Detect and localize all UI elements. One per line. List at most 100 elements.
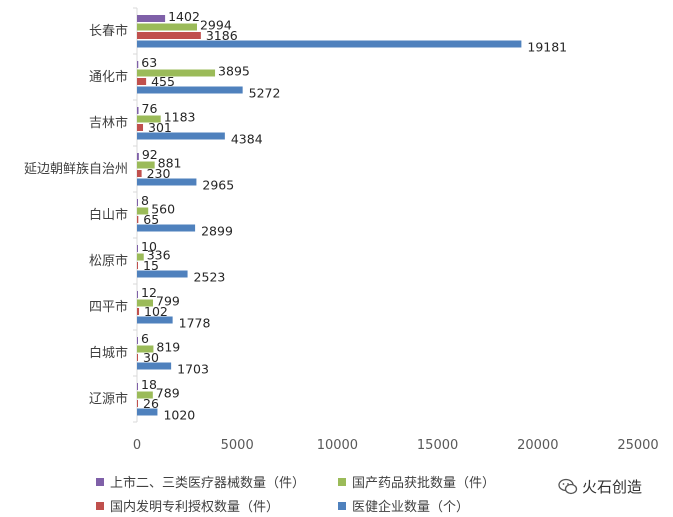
- x-tick-label: 25000: [617, 438, 658, 453]
- category-label: 辽源市: [89, 391, 128, 407]
- bar: [137, 262, 138, 269]
- data-label: 19181: [527, 40, 567, 55]
- bar: [137, 362, 172, 370]
- category-label: 白城市: [89, 345, 128, 361]
- bar: [137, 115, 161, 123]
- bar: [137, 107, 139, 114]
- legend-swatch-enterprises: [338, 501, 346, 510]
- legend-item-medical-devices: 上市二、三类医疗器械数量（件）: [96, 472, 305, 491]
- data-label: 560: [151, 202, 175, 217]
- bar: [137, 78, 147, 85]
- chart-legend: 上市二、三类医疗器械数量（件） 国产药品获批数量（件） 国内发明专利授权数量（件…: [96, 470, 556, 516]
- bar: [137, 316, 173, 324]
- x-tick-label: 5000: [221, 438, 254, 453]
- bar: [137, 400, 138, 407]
- x-tick-label: 10000: [317, 438, 358, 453]
- data-label: 26: [143, 396, 159, 411]
- data-label: 301: [148, 120, 172, 135]
- data-label: 4384: [231, 132, 263, 147]
- data-label: 8: [141, 193, 149, 208]
- category-label: 吉林市: [89, 115, 128, 131]
- bar: [137, 124, 144, 131]
- data-label: 230: [147, 166, 171, 181]
- wechat-icon: [558, 478, 578, 494]
- bar: [137, 61, 139, 68]
- bar: [137, 178, 197, 186]
- data-label: 789: [156, 386, 180, 401]
- category-label: 白山市: [89, 207, 128, 223]
- data-label: 2965: [202, 178, 234, 193]
- bar: [137, 337, 138, 344]
- data-label: 1778: [179, 316, 211, 331]
- bar: [137, 354, 138, 361]
- legend-label-enterprises: 医健企业数量（个）: [352, 500, 470, 515]
- data-label: 455: [151, 74, 175, 89]
- bar: [137, 132, 225, 140]
- data-label: 92: [142, 147, 158, 162]
- bar: [137, 291, 138, 298]
- legend-swatch-patents: [96, 501, 104, 510]
- watermark: 火石创造: [558, 476, 642, 497]
- data-label: 63: [141, 55, 157, 70]
- legend-label-patents: 国内发明专利授权数量（件）: [110, 500, 280, 515]
- bar: [137, 32, 201, 39]
- bar: [137, 224, 196, 232]
- legend-swatch-medical-devices: [96, 477, 104, 486]
- data-label: 3186: [206, 28, 238, 43]
- data-label: 18: [141, 377, 157, 392]
- bar: [137, 40, 522, 48]
- legend-item-enterprises: 医健企业数量（个）: [338, 496, 469, 515]
- data-label: 6: [141, 331, 149, 346]
- legend-item-patents: 国内发明专利授权数量（件）: [96, 496, 279, 515]
- data-label: 2994: [200, 18, 232, 33]
- data-label: 1020: [163, 408, 195, 423]
- bar: [137, 170, 142, 177]
- data-label: 799: [156, 294, 180, 309]
- data-label: 1402: [168, 9, 200, 24]
- bar: [137, 408, 158, 416]
- category-label: 延边朝鲜族自治州: [24, 161, 128, 177]
- data-label: 1703: [177, 362, 209, 377]
- watermark-text: 火石创造: [582, 478, 643, 496]
- data-label: 5272: [249, 86, 281, 101]
- legend-swatch-drug-approvals: [338, 477, 346, 486]
- bar: [137, 15, 166, 22]
- data-label: 3895: [218, 64, 250, 79]
- data-label: 336: [147, 248, 171, 263]
- data-label: 76: [142, 101, 158, 116]
- x-tick-label: 20000: [517, 438, 558, 453]
- bar: [137, 69, 216, 77]
- legend-item-drug-approvals: 国产药品获批数量（件）: [338, 472, 495, 491]
- data-label: 102: [144, 304, 168, 319]
- bar: [137, 270, 188, 278]
- data-label: 881: [158, 156, 182, 171]
- category-label: 长春市: [89, 23, 128, 39]
- legend-label-medical-devices: 上市二、三类医疗器械数量（件）: [110, 476, 306, 491]
- data-label: 10: [141, 239, 157, 254]
- bar: [137, 308, 140, 315]
- bar: [137, 199, 138, 206]
- data-label: 15: [143, 258, 159, 273]
- data-label: 30: [143, 350, 159, 365]
- legend-label-drug-approvals: 国产药品获批数量（件）: [352, 476, 496, 491]
- category-label: 四平市: [89, 299, 128, 315]
- bar: [137, 216, 139, 223]
- bar: [137, 161, 155, 169]
- x-tick-label: 15000: [417, 438, 458, 453]
- bar: [137, 253, 144, 261]
- bar: [137, 345, 154, 353]
- bar: [137, 207, 149, 215]
- bar: [137, 299, 154, 307]
- data-label: 65: [143, 212, 159, 227]
- bar: [137, 153, 139, 160]
- bar: [137, 245, 138, 252]
- data-label: 12: [141, 285, 157, 300]
- data-label: 819: [156, 340, 180, 355]
- bar: [137, 391, 153, 399]
- x-tick-label: 0: [133, 438, 141, 453]
- data-label: 1183: [164, 110, 196, 125]
- category-label: 松原市: [89, 253, 128, 269]
- data-label: 2523: [194, 270, 226, 285]
- bar: [137, 383, 138, 390]
